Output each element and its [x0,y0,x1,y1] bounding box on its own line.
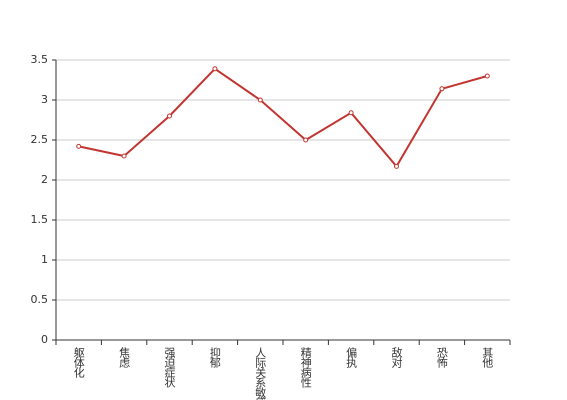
y-tick-label: 3 [41,93,48,106]
y-tick-label: 2.5 [31,133,49,146]
x-tick-label: 焦虑 [118,347,131,368]
point [257,97,263,103]
x-tick-label: 偏执 [345,346,358,369]
y-tick-label: 1 [41,253,48,266]
point [121,153,127,159]
point [76,143,82,149]
point [394,163,399,169]
line [78,67,488,169]
point [484,73,490,79]
y-tick-label: 0.5 [31,293,49,306]
point [167,113,172,119]
y-tick-label: 0 [41,333,48,346]
x-tick-label: 抑郁 [208,346,221,368]
x-tick-label: 强迫症状 [163,347,176,388]
y-tick-label: 2 [41,173,48,186]
y-tick-label: 1.5 [31,213,49,226]
point [212,66,218,72]
x-tick-label: 敌对 [390,346,403,368]
point [303,137,309,143]
x-tick-label: 其他 [481,347,494,368]
point [439,86,445,92]
x-tick-label: 人际关系敏感 [254,347,267,400]
x-tick-label: 恐怖 [435,347,448,368]
x-tick-label: 躯体化 [72,347,85,379]
point [348,110,354,116]
x-tick-label: 精神病性 [299,347,312,389]
y-tick-label: 3.5 [31,53,49,66]
